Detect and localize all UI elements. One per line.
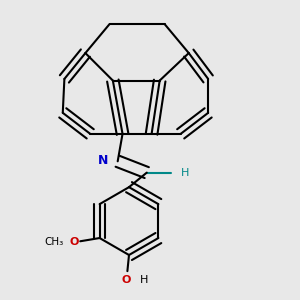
Text: CH₃: CH₃ <box>45 237 64 247</box>
Text: H: H <box>140 275 149 285</box>
Text: N: N <box>98 154 108 166</box>
Text: H: H <box>181 168 189 178</box>
Text: O: O <box>70 237 79 247</box>
Text: O: O <box>121 275 130 285</box>
